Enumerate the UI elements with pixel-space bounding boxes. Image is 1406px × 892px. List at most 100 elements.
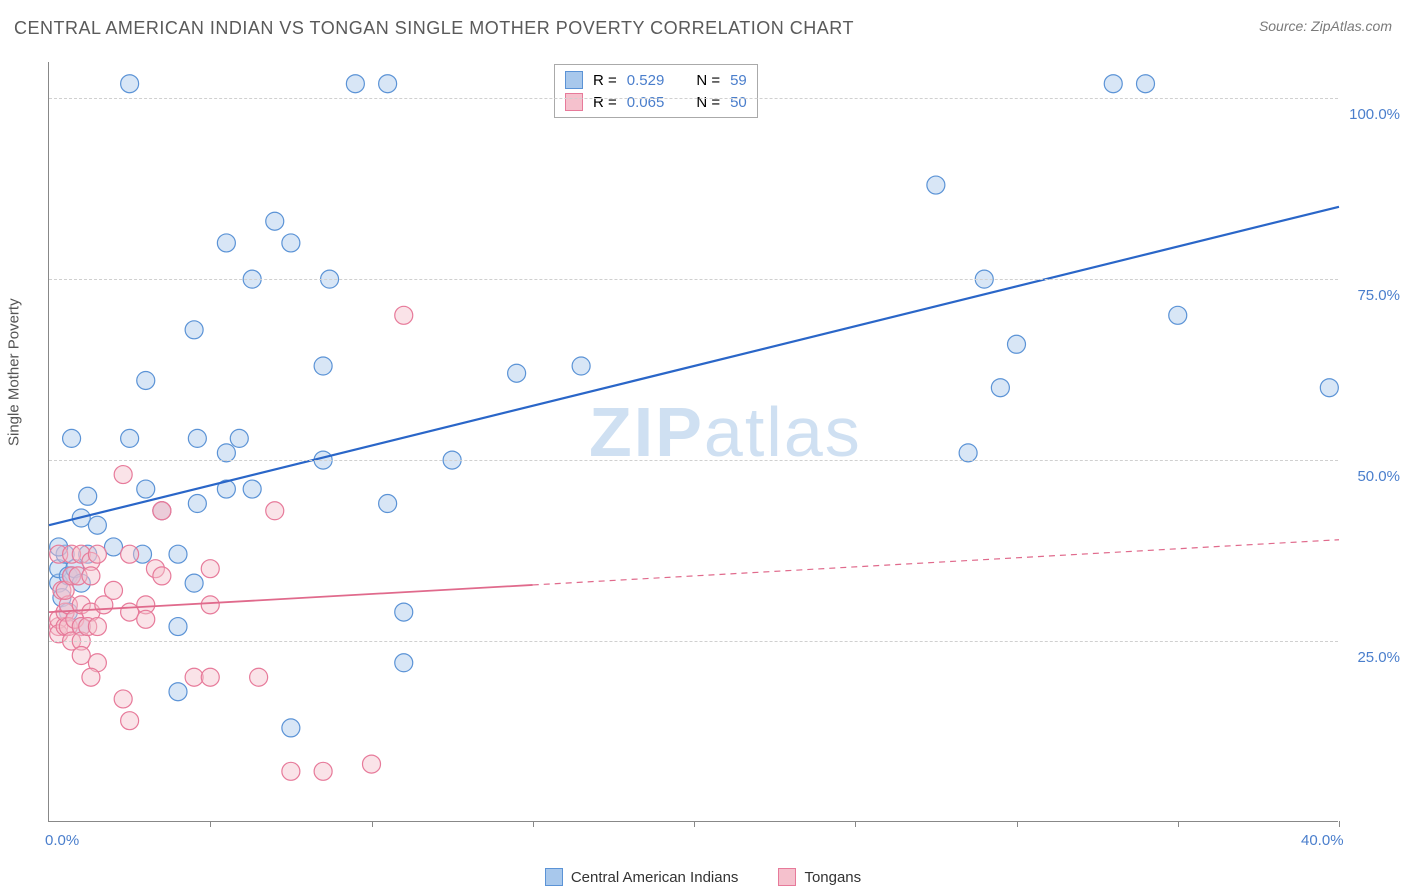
data-point	[243, 480, 261, 498]
data-point	[363, 755, 381, 773]
data-point	[201, 596, 219, 614]
data-point	[1320, 379, 1338, 397]
trend-line	[49, 207, 1339, 525]
legend-item: Central American Indians	[545, 868, 739, 886]
legend-n-value: 59	[730, 72, 747, 89]
data-point	[508, 364, 526, 382]
data-point	[105, 581, 123, 599]
data-point	[137, 480, 155, 498]
data-point	[137, 610, 155, 628]
data-point	[379, 75, 397, 93]
legend-r-value: 0.529	[627, 72, 665, 89]
data-point	[395, 603, 413, 621]
data-point	[1008, 335, 1026, 353]
x-tick	[372, 821, 373, 827]
correlation-legend: R = 0.529 N = 59 R = 0.065 N = 50	[554, 64, 758, 118]
data-point	[395, 306, 413, 324]
data-point	[266, 212, 284, 230]
data-point	[1137, 75, 1155, 93]
gridline	[49, 641, 1338, 642]
data-point	[88, 545, 106, 563]
data-point	[153, 567, 171, 585]
legend-n-label: N =	[696, 94, 720, 111]
y-axis-label: Single Mother Poverty	[6, 298, 23, 446]
data-point	[188, 429, 206, 447]
x-tick	[694, 821, 695, 827]
y-tick-label: 100.0%	[1349, 106, 1400, 123]
data-point	[114, 466, 132, 484]
data-point	[572, 357, 590, 375]
data-point	[153, 502, 171, 520]
legend-item: Tongans	[778, 868, 861, 886]
gridline	[49, 98, 1338, 99]
gridline	[49, 460, 1338, 461]
data-point	[282, 234, 300, 252]
data-point	[1104, 75, 1122, 93]
data-point	[169, 545, 187, 563]
data-point	[379, 495, 397, 513]
data-point	[314, 357, 332, 375]
data-point	[82, 668, 100, 686]
data-point	[991, 379, 1009, 397]
legend-row: R = 0.065 N = 50	[565, 91, 747, 113]
data-point	[169, 683, 187, 701]
data-point	[88, 516, 106, 534]
data-point	[927, 176, 945, 194]
x-tick	[533, 821, 534, 827]
legend-n-label: N =	[696, 72, 720, 89]
legend-row: R =0.529N =59	[565, 69, 747, 91]
legend-swatch	[565, 71, 583, 89]
data-point	[1169, 306, 1187, 324]
data-point	[121, 429, 139, 447]
data-point	[201, 668, 219, 686]
y-tick-label: 25.0%	[1357, 649, 1400, 666]
data-point	[217, 234, 235, 252]
data-point	[121, 75, 139, 93]
legend-r-value: 0.065	[627, 94, 665, 111]
data-point	[250, 668, 268, 686]
data-point	[185, 668, 203, 686]
source-attribution: Source: ZipAtlas.com	[1259, 18, 1392, 34]
x-tick	[1017, 821, 1018, 827]
series-legend: Central American Indians Tongans	[0, 868, 1406, 886]
data-point	[346, 75, 364, 93]
legend-n-value: 50	[730, 94, 747, 111]
data-point	[185, 321, 203, 339]
data-point	[230, 429, 248, 447]
data-point	[314, 762, 332, 780]
data-point	[79, 487, 97, 505]
data-point	[185, 574, 203, 592]
data-point	[188, 495, 206, 513]
data-point	[82, 567, 100, 585]
data-point	[266, 502, 284, 520]
legend-label: Tongans	[804, 869, 861, 886]
x-tick	[1178, 821, 1179, 827]
legend-swatch	[545, 868, 563, 886]
data-point	[63, 429, 81, 447]
x-tick	[210, 821, 211, 827]
data-point	[72, 647, 90, 665]
trend-line-extrapolated	[533, 540, 1339, 585]
data-point	[121, 712, 139, 730]
data-point	[114, 690, 132, 708]
legend-r-label: R =	[593, 94, 617, 111]
data-point	[169, 618, 187, 636]
data-point	[282, 719, 300, 737]
x-tick-label: 40.0%	[1301, 832, 1344, 849]
page-title: CENTRAL AMERICAN INDIAN VS TONGAN SINGLE…	[14, 18, 854, 39]
y-tick-label: 75.0%	[1357, 287, 1400, 304]
gridline	[49, 279, 1338, 280]
data-point	[121, 545, 139, 563]
data-point	[105, 538, 123, 556]
data-point	[282, 762, 300, 780]
x-tick-label: 0.0%	[45, 832, 79, 849]
scatter-plot: ZIPatlas R =0.529N =59R =0.065N =50 25.0…	[48, 62, 1338, 822]
legend-label: Central American Indians	[571, 869, 739, 886]
legend-swatch	[565, 93, 583, 111]
x-tick	[1339, 821, 1340, 827]
y-tick-label: 50.0%	[1357, 468, 1400, 485]
x-tick	[855, 821, 856, 827]
data-point	[88, 618, 106, 636]
data-point	[121, 603, 139, 621]
data-point	[137, 371, 155, 389]
